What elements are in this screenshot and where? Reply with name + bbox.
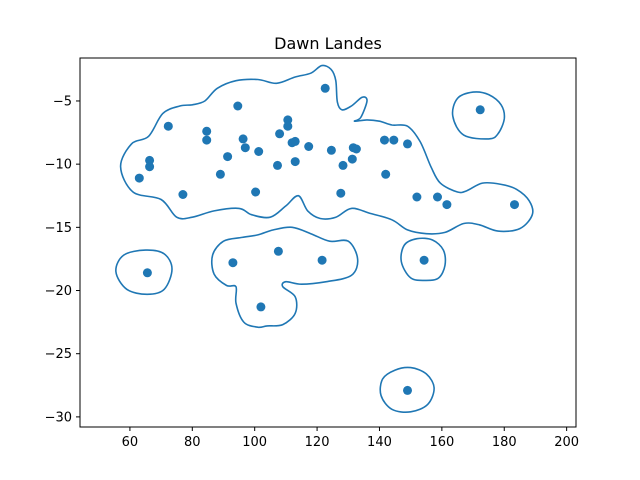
scatter-point-38 <box>142 268 152 278</box>
y-tick-label--30: −30 <box>45 410 72 425</box>
scatter-point-28 <box>351 144 361 154</box>
scatter-point-7 <box>215 169 225 179</box>
scatter-point-43 <box>419 255 429 265</box>
scatter-point-37 <box>510 200 519 210</box>
scatter-point-24 <box>336 188 346 198</box>
scatter-point-20 <box>290 157 300 167</box>
y-tick-label--5: −5 <box>53 94 72 109</box>
y-tick-label--25: −25 <box>45 347 72 362</box>
scatter-point-34 <box>433 192 442 202</box>
scatter-point-1 <box>145 155 155 165</box>
scatter-point-23 <box>326 145 336 155</box>
x-tick-label-100: 100 <box>242 435 267 450</box>
scatter-point-30 <box>381 169 391 179</box>
scatter-point-29 <box>380 135 389 145</box>
scatter-point-2 <box>145 162 155 172</box>
scatter-point-3 <box>163 121 173 131</box>
scatter-point-8 <box>223 152 233 162</box>
scatter-point-36 <box>475 105 485 115</box>
scatter-point-13 <box>254 147 264 156</box>
scatter-point-32 <box>403 139 412 149</box>
x-tick-label-160: 160 <box>429 435 454 450</box>
chart-title: Dawn Landes <box>274 34 382 53</box>
scatter-point-6 <box>202 135 212 145</box>
scatter-point-17 <box>283 121 293 131</box>
contour-line-0 <box>119 64 534 235</box>
scatter-point-25 <box>338 160 348 170</box>
scatter-point-10 <box>238 134 248 144</box>
scatter-point-42 <box>317 255 327 265</box>
scatter-point-15 <box>275 129 285 139</box>
scatter-point-41 <box>273 246 283 256</box>
scatter-point-14 <box>273 160 282 170</box>
scatter-point-26 <box>347 154 357 164</box>
scatter-point-35 <box>442 200 452 210</box>
plot-frame <box>79 57 577 428</box>
x-tick-label-80: 80 <box>184 435 201 450</box>
scatter-point-39 <box>228 258 238 268</box>
contour-line-2 <box>115 249 173 296</box>
scatter-point-44 <box>403 385 412 395</box>
x-axis: 60 80 100 120 140 160 180 200 <box>122 427 579 450</box>
x-tick-label-120: 120 <box>305 435 330 450</box>
scatter-point-11 <box>240 143 250 153</box>
x-tick-label-140: 140 <box>367 435 392 450</box>
y-tick-label--15: −15 <box>45 221 72 236</box>
scatter-point-21 <box>304 142 314 151</box>
x-tick-label-200: 200 <box>554 435 579 450</box>
contour-line-3 <box>210 226 359 329</box>
contour-lines <box>115 64 534 413</box>
y-tick-label--20: −20 <box>45 284 72 299</box>
scatter-point-9 <box>233 101 243 111</box>
scatter-point-16 <box>283 115 293 125</box>
scatter-points <box>134 83 519 395</box>
scatter-point-0 <box>134 173 144 183</box>
scatter-point-31 <box>389 135 399 145</box>
scatter-point-12 <box>251 187 261 197</box>
scatter-point-22 <box>320 83 330 93</box>
scatter-point-5 <box>202 126 212 136</box>
y-tick-label--10: −10 <box>45 158 72 173</box>
x-tick-label-180: 180 <box>492 435 517 450</box>
x-tick-label-60: 60 <box>122 435 139 450</box>
scatter-point-40 <box>256 302 266 312</box>
contour-line-4 <box>400 237 447 282</box>
contour-line-1 <box>451 91 506 140</box>
y-axis: −5 −10 −15 −20 −25 −30 <box>45 94 80 425</box>
contour-line-5 <box>379 366 435 413</box>
scatter-point-19 <box>290 136 300 146</box>
scatter-point-4 <box>178 190 188 199</box>
scatter-point-33 <box>412 192 422 202</box>
